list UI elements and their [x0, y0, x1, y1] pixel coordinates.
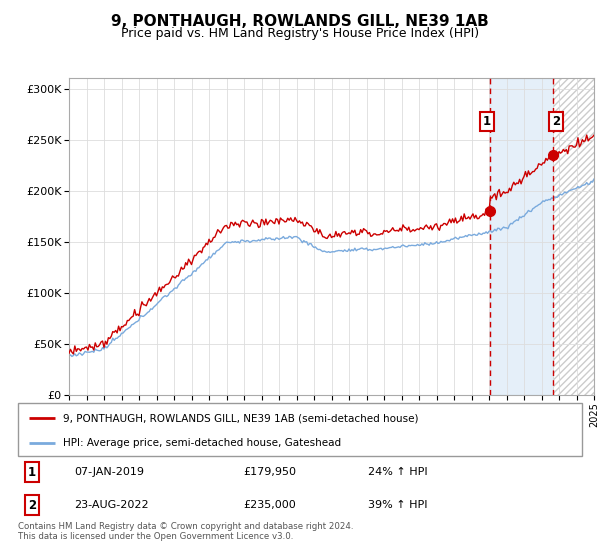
Text: 07-JAN-2019: 07-JAN-2019 — [74, 467, 145, 477]
Bar — [490, 78, 553, 395]
Text: Contains HM Land Registry data © Crown copyright and database right 2024.
This d: Contains HM Land Registry data © Crown c… — [18, 522, 353, 542]
Text: 9, PONTHAUGH, ROWLANDS GILL, NE39 1AB: 9, PONTHAUGH, ROWLANDS GILL, NE39 1AB — [111, 14, 489, 29]
Text: Price paid vs. HM Land Registry's House Price Index (HPI): Price paid vs. HM Land Registry's House … — [121, 27, 479, 40]
Text: 24% ↑ HPI: 24% ↑ HPI — [368, 467, 427, 477]
Text: 1: 1 — [483, 115, 491, 128]
Text: 2: 2 — [28, 498, 36, 512]
Text: 2: 2 — [553, 115, 560, 128]
Text: £179,950: £179,950 — [244, 467, 296, 477]
Text: HPI: Average price, semi-detached house, Gateshead: HPI: Average price, semi-detached house,… — [63, 438, 341, 448]
FancyBboxPatch shape — [18, 403, 582, 456]
Text: £235,000: £235,000 — [244, 500, 296, 510]
Bar — [553, 78, 594, 395]
Text: 23-AUG-2022: 23-AUG-2022 — [74, 500, 149, 510]
Text: 39% ↑ HPI: 39% ↑ HPI — [368, 500, 427, 510]
Bar — [553, 78, 594, 395]
Text: 9, PONTHAUGH, ROWLANDS GILL, NE39 1AB (semi-detached house): 9, PONTHAUGH, ROWLANDS GILL, NE39 1AB (s… — [63, 413, 419, 423]
Text: 1: 1 — [28, 465, 36, 479]
